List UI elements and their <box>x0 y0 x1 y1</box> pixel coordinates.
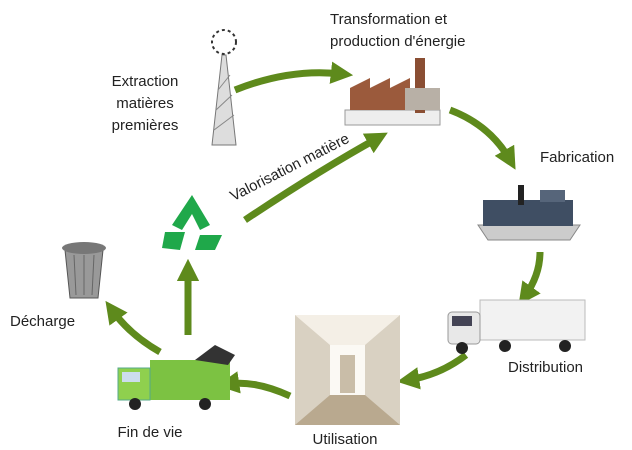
arrow <box>112 310 160 352</box>
node-label: Extraction <box>112 73 179 90</box>
node-label: Transformation et <box>330 11 448 28</box>
node-label: Distribution <box>508 359 583 376</box>
tower-icon <box>212 30 236 145</box>
node-label: premières <box>112 117 179 134</box>
lifecycle-diagram: Extraction matières premières Transforma… <box>0 0 632 450</box>
arrow <box>525 252 540 296</box>
trash-can-icon <box>62 242 106 298</box>
corridor-image <box>295 315 400 425</box>
recycle-icon <box>162 195 222 250</box>
garbage-truck-icon <box>118 345 235 410</box>
truck-icon <box>448 300 585 354</box>
fabrication-icon <box>478 185 580 240</box>
node-label: Décharge <box>10 313 75 330</box>
node-label: matières <box>116 95 174 112</box>
node-label: production d'énergie <box>330 33 465 50</box>
node-label: Fin de vie <box>117 424 182 441</box>
node-label: Utilisation <box>312 431 377 448</box>
arrow <box>228 383 290 396</box>
arrow <box>235 73 342 90</box>
arrow <box>408 355 466 380</box>
arrow <box>450 110 510 160</box>
node-label: Fabrication <box>540 149 614 166</box>
factory-icon <box>345 58 440 125</box>
